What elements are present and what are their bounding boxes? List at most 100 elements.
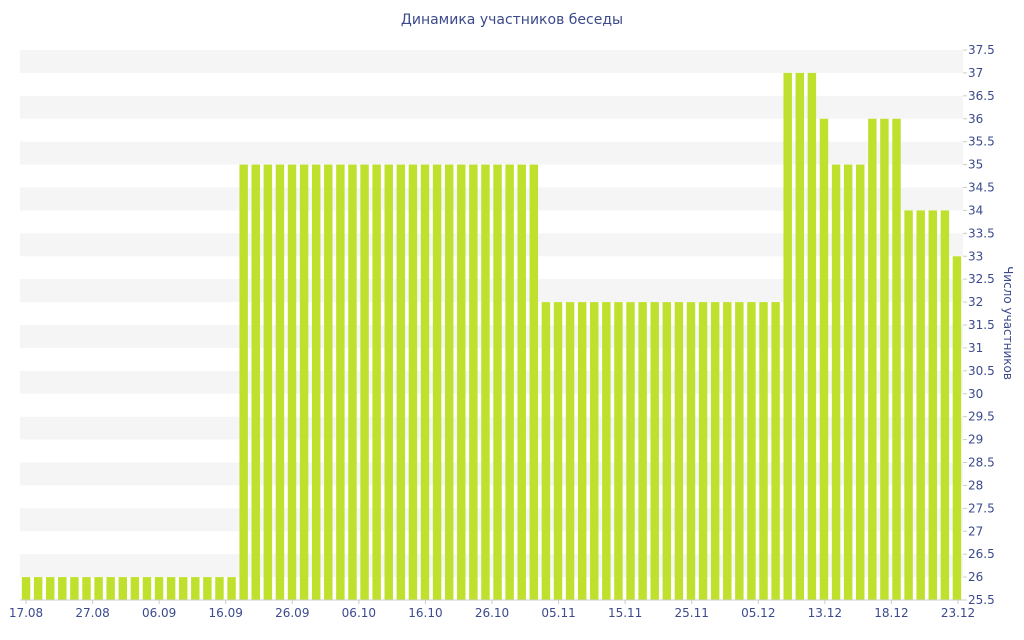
bar[interactable] — [952, 256, 962, 600]
bar[interactable] — [807, 72, 817, 600]
grid-band — [20, 141, 963, 165]
x-tick-label: 25.11 — [675, 606, 709, 620]
bar[interactable] — [916, 210, 925, 600]
bar[interactable] — [686, 302, 696, 600]
bar[interactable] — [469, 164, 478, 601]
bar[interactable] — [880, 118, 889, 600]
bar[interactable] — [590, 302, 599, 600]
bar[interactable] — [505, 164, 514, 601]
x-tick-label: 15.11 — [608, 606, 642, 620]
bar[interactable] — [178, 577, 188, 600]
bar[interactable] — [928, 210, 938, 600]
bar[interactable] — [674, 302, 684, 600]
y-tick-label: 35 — [968, 158, 983, 172]
bar[interactable] — [602, 302, 611, 600]
bar[interactable] — [710, 302, 720, 600]
bar[interactable] — [747, 302, 756, 600]
bar[interactable] — [771, 302, 780, 600]
bar[interactable] — [626, 302, 635, 600]
bar[interactable] — [94, 577, 103, 600]
bar[interactable] — [130, 577, 140, 600]
bar[interactable] — [275, 164, 285, 601]
bar[interactable] — [783, 72, 792, 600]
bar[interactable] — [529, 164, 539, 601]
bar[interactable] — [45, 577, 55, 600]
x-tick-label: 27.08 — [75, 606, 109, 620]
bar[interactable] — [324, 164, 333, 601]
y-tick-label: 31.5 — [968, 318, 995, 332]
bar[interactable] — [698, 302, 708, 600]
y-tick-label: 33.5 — [968, 226, 995, 240]
bar[interactable] — [614, 302, 623, 600]
bar[interactable] — [856, 164, 865, 601]
bar[interactable] — [493, 164, 502, 601]
bar[interactable] — [396, 164, 406, 601]
x-axis: 17.08 27.08 06.09 16.09 26.09 06.10 16.10 26.10… — [9, 600, 975, 620]
bar[interactable] — [21, 577, 31, 600]
bar[interactable] — [577, 302, 587, 600]
bar[interactable] — [118, 577, 127, 600]
x-tick-label: 16.09 — [209, 606, 243, 620]
bar[interactable] — [215, 577, 224, 600]
bar[interactable] — [565, 302, 575, 600]
bar[interactable] — [650, 302, 659, 600]
grid-band — [20, 50, 963, 73]
bar[interactable] — [191, 577, 200, 600]
bar[interactable] — [553, 302, 563, 600]
y-tick-label: 30.5 — [968, 364, 995, 378]
bar[interactable] — [70, 577, 79, 600]
bar[interactable] — [735, 302, 744, 600]
y-tick-label: 35.5 — [968, 135, 995, 149]
bar[interactable] — [33, 577, 43, 600]
y-tick-label: 36 — [968, 112, 983, 126]
bar[interactable] — [432, 164, 442, 601]
y-tick-label: 29 — [968, 433, 983, 447]
y-tick-label: 25.5 — [968, 593, 995, 607]
bar[interactable] — [336, 164, 345, 601]
bar[interactable] — [444, 164, 454, 601]
bar[interactable] — [287, 164, 297, 601]
bar[interactable] — [263, 164, 273, 601]
bar[interactable] — [408, 164, 418, 601]
x-tick-label: 26.10 — [475, 606, 509, 620]
bar[interactable] — [795, 72, 805, 600]
bar[interactable] — [892, 118, 901, 600]
y-tick-label: 34 — [968, 203, 983, 217]
bar[interactable] — [348, 164, 357, 601]
bar[interactable] — [457, 164, 466, 601]
bar[interactable] — [372, 164, 381, 601]
bar[interactable] — [203, 577, 212, 600]
bar[interactable] — [106, 577, 115, 600]
bar[interactable] — [904, 210, 913, 600]
bar[interactable] — [481, 164, 490, 601]
bar-series — [21, 72, 962, 601]
bar[interactable] — [239, 164, 248, 601]
bar[interactable] — [360, 164, 369, 601]
bar[interactable] — [142, 577, 152, 600]
y-tick-label: 26 — [968, 570, 983, 584]
y-tick-label: 29.5 — [968, 410, 995, 424]
bar[interactable] — [940, 210, 950, 600]
bar[interactable] — [723, 302, 732, 600]
bar[interactable] — [58, 577, 67, 600]
bar[interactable] — [517, 164, 526, 601]
x-tick-label: 06.10 — [342, 606, 376, 620]
bar[interactable] — [819, 118, 829, 600]
bar[interactable] — [420, 164, 430, 601]
bar[interactable] — [541, 302, 551, 600]
bar[interactable] — [227, 577, 236, 600]
bar[interactable] — [868, 118, 877, 600]
bar[interactable] — [166, 577, 176, 600]
bar[interactable] — [662, 302, 672, 600]
bar[interactable] — [638, 302, 647, 600]
bar[interactable] — [384, 164, 393, 601]
bar[interactable] — [299, 164, 309, 601]
bar[interactable] — [843, 164, 853, 601]
bar[interactable] — [251, 164, 260, 601]
x-tick-label: 05.11 — [541, 606, 575, 620]
bar[interactable] — [311, 164, 321, 601]
bar[interactable] — [831, 164, 841, 601]
bar[interactable] — [82, 577, 91, 600]
bar[interactable] — [759, 302, 768, 600]
bar[interactable] — [154, 577, 164, 600]
